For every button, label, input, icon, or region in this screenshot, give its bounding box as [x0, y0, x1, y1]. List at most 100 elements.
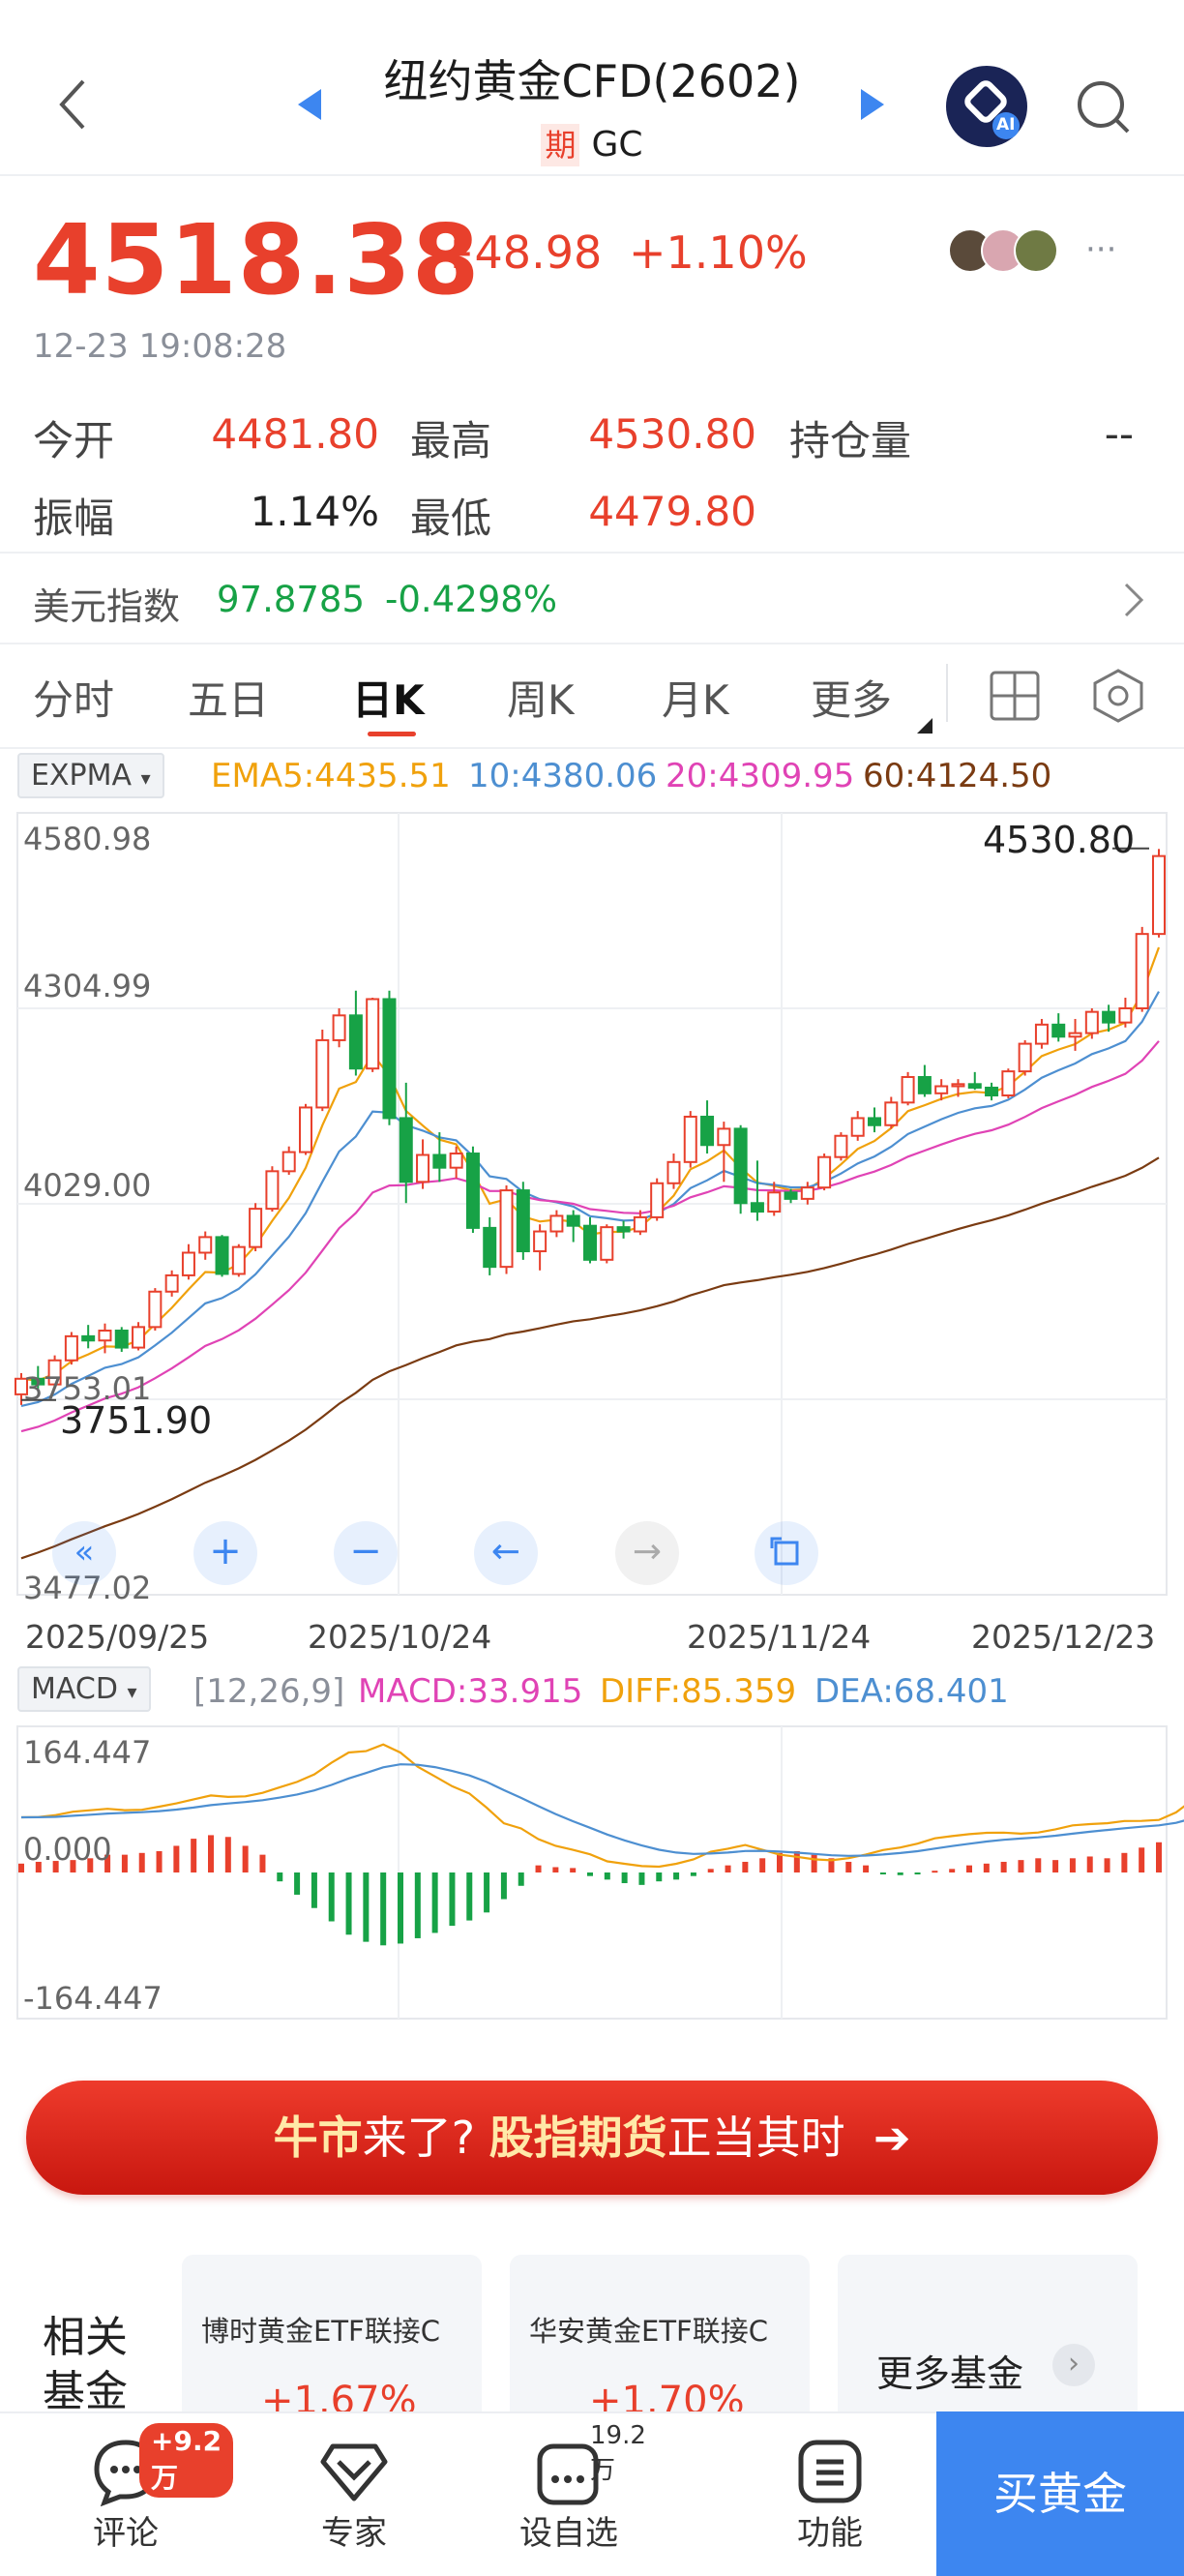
- quote-time: 12-23 19:08:28: [33, 327, 287, 366]
- more-funds-label: 更多基金: [876, 2352, 1024, 2395]
- watchlist-count: 19.2万: [590, 2421, 646, 2485]
- candle-body: [967, 1083, 982, 1089]
- candle-body: [432, 1153, 447, 1169]
- tab-five-day[interactable]: 五日: [188, 676, 270, 724]
- futures-tag: 期: [541, 124, 580, 166]
- date-label: 2025/11/24: [687, 1618, 872, 1656]
- discussion-avatars[interactable]: [948, 228, 1083, 277]
- pan-right-button[interactable]: →: [615, 1521, 679, 1585]
- macd-bar: [242, 1845, 249, 1872]
- macd-bar: [1035, 1858, 1042, 1872]
- back-button[interactable]: [54, 75, 93, 134]
- candlestick-chart[interactable]: [0, 803, 1184, 1612]
- tab-daily-k[interactable]: 日K: [352, 676, 425, 724]
- functions-button[interactable]: [762, 2419, 898, 2564]
- macd-bar: [811, 1854, 817, 1872]
- min-price-annotation: 3751.90: [60, 1399, 213, 1442]
- candle-body: [382, 998, 397, 1120]
- macd-bar: [845, 1861, 852, 1872]
- macd-bar: [966, 1865, 972, 1872]
- indicator-selector[interactable]: EXPMA ▾: [17, 753, 164, 798]
- banner-text: 牛市: [273, 2112, 363, 2164]
- ema60-line: [20, 1156, 1160, 1560]
- candle-body: [1152, 854, 1166, 936]
- price-axis-label: 3753.01: [23, 1370, 152, 1407]
- macd-bar: [104, 1854, 111, 1872]
- ema5-legend: EMA5:4435.51: [211, 757, 451, 795]
- prev-contract-button[interactable]: [296, 87, 325, 126]
- settings-button[interactable]: [1091, 668, 1145, 728]
- expert-button[interactable]: [286, 2419, 422, 2564]
- macd-bar: [1086, 1856, 1093, 1872]
- candle-body: [47, 1359, 62, 1386]
- candle-body: [784, 1191, 798, 1200]
- tab-monthly-k[interactable]: 月K: [662, 676, 729, 724]
- pan-left-button[interactable]: ←: [474, 1521, 538, 1585]
- more-icon[interactable]: ···: [1085, 230, 1117, 269]
- search-button[interactable]: [1076, 79, 1132, 139]
- tab-separator: [946, 664, 948, 722]
- price-axis-label: 4029.00: [23, 1167, 152, 1204]
- macd-bar: [673, 1872, 680, 1880]
- header-divider: [0, 174, 1184, 176]
- macd-frame: [16, 1725, 1168, 2020]
- contract-code: 期 GC: [0, 124, 1184, 166]
- grid-layout-icon: [990, 671, 1040, 721]
- zoom-controls: « + − ← →: [0, 1521, 1184, 1589]
- candle-body: [683, 1115, 697, 1163]
- tab-more[interactable]: 更多: [811, 676, 893, 724]
- usd-index-value: 97.8785: [217, 579, 366, 620]
- zoom-out-button[interactable]: −: [334, 1521, 398, 1585]
- chevron-right-icon: [1124, 583, 1144, 617]
- candle-body: [985, 1086, 999, 1097]
- collapse-button[interactable]: «: [52, 1521, 116, 1585]
- macd-bar: [828, 1858, 835, 1872]
- rotate-icon: [770, 1537, 799, 1566]
- next-contract-button[interactable]: [857, 87, 886, 126]
- minus-icon: −: [349, 1529, 382, 1573]
- macd-bar: [70, 1860, 76, 1872]
- tab-intraday[interactable]: 分时: [33, 676, 115, 724]
- comment-button[interactable]: +9.2万: [58, 2419, 234, 2564]
- zoom-in-button[interactable]: +: [193, 1521, 257, 1585]
- macd-bar: [759, 1858, 766, 1872]
- corner-triangle-icon: [917, 718, 932, 734]
- related-funds-label: 相关 基金: [43, 2311, 128, 2419]
- macd-bar: [18, 1863, 24, 1872]
- candle-body: [733, 1127, 748, 1205]
- promo-banner[interactable]: 牛市来了? 股指期货正当其时 ➔: [26, 2081, 1158, 2195]
- macd-bar: [1069, 1858, 1076, 1872]
- watchlist-icon: [537, 2443, 599, 2505]
- candle-body: [917, 1075, 932, 1094]
- functions-label: 功能: [797, 2514, 863, 2553]
- macd-selector[interactable]: MACD ▾: [17, 1666, 151, 1712]
- ai-assistant-button[interactable]: AI: [946, 66, 1027, 147]
- last-price: 4518.38: [33, 203, 481, 316]
- fullscreen-button[interactable]: [755, 1521, 818, 1585]
- candle-body: [1135, 933, 1149, 1009]
- macd-chart[interactable]: [0, 1722, 1184, 2022]
- candle-body: [348, 1014, 363, 1070]
- candle-body: [366, 998, 380, 1070]
- triangle-right-icon: [861, 89, 884, 120]
- low-label: 最低: [410, 494, 492, 542]
- fund-name: 华安黄金ETF联接C: [529, 2315, 768, 2348]
- buy-gold-button[interactable]: 买黄金: [936, 2411, 1184, 2576]
- candle-body: [868, 1117, 881, 1126]
- open-label: 今开: [33, 417, 115, 464]
- macd-bar: [535, 1865, 542, 1872]
- diff-value: DIFF:85.359: [600, 1672, 797, 1711]
- candle-body: [800, 1186, 814, 1200]
- candle-body: [549, 1214, 564, 1233]
- macd-bar: [173, 1845, 180, 1872]
- price-change-pct: +1.10%: [629, 226, 808, 279]
- usd-index-row[interactable]: 美元指数 97.8785 -0.4298%: [0, 555, 1184, 643]
- add-watchlist-button[interactable]: 19.2万: [501, 2419, 646, 2564]
- layout-button[interactable]: [989, 670, 1041, 726]
- candle-body: [633, 1215, 647, 1233]
- tab-weekly-k[interactable]: 周K: [507, 676, 575, 724]
- indicator-selector-label: EXPMA: [31, 759, 133, 793]
- candle-body: [416, 1153, 430, 1183]
- candle-body: [181, 1251, 195, 1276]
- candle-body: [215, 1236, 229, 1275]
